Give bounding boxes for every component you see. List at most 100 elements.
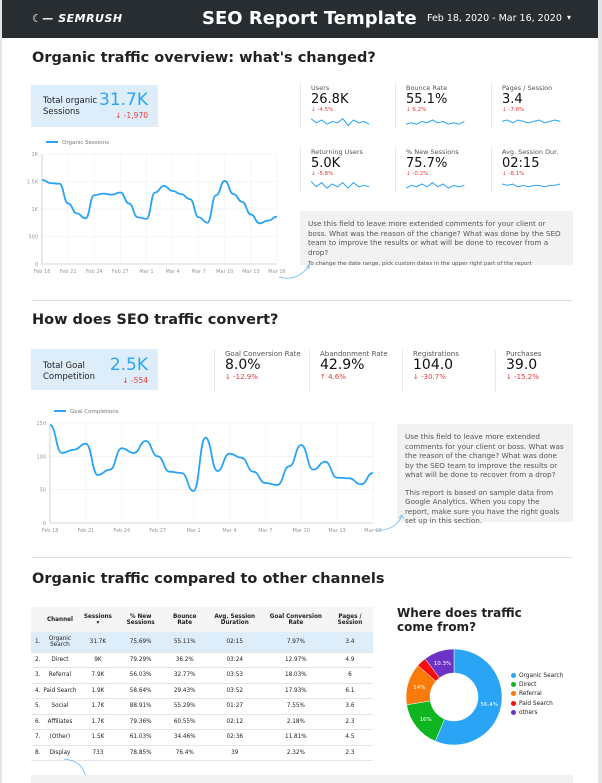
table-cell: 1.5K	[79, 729, 117, 746]
chevron-down-icon[interactable]: ▾	[567, 13, 572, 22]
x-tick-label: Mar 10	[293, 528, 310, 534]
legend-label: Organic Search	[519, 673, 564, 679]
table-cell: 02:15	[204, 632, 265, 653]
table-cell: 34.46%	[164, 729, 205, 746]
date-range-picker[interactable]: Feb 18, 2020 - Mar 16, 2020	[427, 13, 562, 24]
metric-value: 02:15	[502, 156, 540, 171]
table-cell: 7.9K	[79, 667, 117, 684]
table-cell: 1.7K	[79, 714, 117, 730]
table-cell: 7.55%	[264, 698, 327, 715]
legend-label: others	[519, 709, 538, 716]
comment-box[interactable]: Use this field to leave more extended co…	[397, 424, 573, 525]
table-cell: 39	[204, 745, 265, 761]
metric-card: Goal Conversion Rate 8.0% ↓ -12.9%	[214, 350, 306, 392]
sparkline-line	[311, 117, 370, 127]
table-cell: 8.	[31, 745, 41, 761]
chart-legend: Goal Completions	[54, 409, 119, 415]
arrow-icon	[278, 264, 310, 279]
table-row[interactable]: 4. Paid Search 1.9K 58.64% 29.43% 03:52 17.93%…	[31, 683, 373, 699]
sparkline-line	[502, 183, 561, 188]
column-header[interactable]: Goal Conversion Rate	[264, 607, 327, 632]
metric-label: Purchases	[506, 350, 542, 358]
x-tick-label: Feb 24	[113, 528, 130, 534]
table-cell: 11.81%	[264, 729, 327, 746]
sparkline	[311, 180, 370, 189]
table-cell: 79.36%	[116, 714, 165, 730]
column-header[interactable]: Avg. Session Duration	[204, 607, 265, 632]
table-cell: 76.4%	[164, 745, 205, 761]
metric-value: 42.9%	[320, 357, 365, 373]
metric-label: Returning Users	[311, 148, 363, 156]
table-cell: 1.	[31, 632, 41, 653]
column-header[interactable]	[31, 607, 41, 632]
table-cell: Paid Search	[40, 683, 80, 699]
x-tick-label: Mar 1	[186, 528, 200, 534]
table-cell: 17.93%	[264, 683, 327, 699]
series-line	[49, 424, 374, 492]
table-row[interactable]: 1. Organic Search 31.7K 75.69% 55.11% 02:15 7.…	[31, 632, 373, 653]
legend-item[interactable]: Direct	[511, 681, 563, 690]
x-tick-label: Mar 10	[216, 269, 233, 274]
column-header[interactable]: Bounce Rate	[164, 607, 205, 632]
table-cell: 2.3	[326, 714, 373, 730]
x-tick-label: Mar 16	[268, 269, 285, 274]
table-row[interactable]: 7. (Other) 1.5K 61.03% 34.46% 02:36 11.81% 4.5	[31, 729, 373, 746]
sparkline	[406, 181, 465, 189]
legend-dot-icon	[511, 700, 516, 706]
metric-change: ↓ -8.1%	[502, 171, 525, 177]
metric-change: ↓ -15.2%	[506, 373, 539, 381]
table-cell: Referral	[40, 667, 80, 684]
legend-item[interactable]: Organic Search	[511, 672, 563, 681]
table-cell: 03:52	[204, 683, 265, 699]
y-tick-label: 500	[28, 235, 38, 241]
traffic-source-donut: 56.4% 16% 14% 10.3%	[405, 648, 503, 746]
kpi-organic-sessions: Total organic Sessions 31.7K ↓ -1,970	[31, 85, 158, 127]
metric-change: ↓ -7.8%	[502, 107, 525, 113]
column-header[interactable]: Channel	[40, 607, 80, 632]
comment-text: Use this field to leave more extended co…	[308, 219, 561, 257]
column-header[interactable]: Sessions ▾	[79, 607, 117, 632]
x-tick-label: Mar 7	[258, 528, 272, 534]
table-cell: 3.4	[326, 632, 373, 653]
pie-slice-others	[424, 648, 455, 679]
column-header[interactable]: % New Sessions	[116, 607, 165, 632]
legend-item[interactable]: Paid Search	[511, 700, 563, 709]
comment-box[interactable]: Use this field to leave more extended co…	[300, 211, 573, 267]
table-cell: 61.03%	[116, 729, 165, 746]
kpi-value: 2.5K	[109, 355, 148, 375]
kpi-change: ↓ -554	[122, 376, 148, 385]
legend-item[interactable]: others	[511, 709, 563, 718]
y-tick-label: 50	[40, 488, 46, 494]
metric-card: Users 26.8K ↓ -4.5%	[300, 84, 395, 128]
metric-card: Bounce Rate 55.1% ↓ 6.2%	[395, 84, 490, 128]
comment-box[interactable]	[31, 775, 573, 783]
table-cell: 9K	[79, 652, 117, 668]
table-row[interactable]: 3. Referral 7.9K 56.03% 32.77% 03:53 18.03% 6	[31, 667, 373, 684]
metric-value: 39.0	[506, 357, 538, 373]
metric-value: 104.0	[413, 357, 454, 373]
table-row[interactable]: 5. Social 1.7K 88.91% 55.29% 01:27 7.55% 3.6	[31, 698, 373, 715]
y-tick-label: 0	[43, 521, 46, 527]
y-tick-label: 2K	[32, 152, 39, 158]
section-title-convert: How does SEO traffic convert?	[32, 312, 279, 328]
metric-card: Pages / Session 3.4 ↓ -7.8%	[491, 84, 586, 128]
table-cell: 55.11%	[164, 632, 205, 653]
kpi-label: Total Goal Competition	[43, 361, 96, 382]
table-cell: 88.91%	[116, 698, 165, 715]
pie-legend: Organic Search Direct Referral Paid Search o…	[511, 672, 563, 718]
y-tick-label: 1.5K	[27, 180, 39, 186]
metric-value: 75.7%	[406, 156, 448, 171]
table-cell: Display	[40, 745, 80, 761]
table-row[interactable]: 8. Display 733 78.85% 76.4% 39 2.32% 2.3	[31, 745, 373, 761]
column-header[interactable]: Pages / Session	[326, 607, 373, 632]
table-cell: Organic Search	[40, 632, 80, 653]
table-cell: 6	[326, 667, 373, 684]
pie-title: Where does traffic come from?	[397, 606, 522, 634]
comment-note: This report is based on sample data from…	[405, 487, 560, 526]
table-cell: 60.55%	[164, 714, 205, 730]
metric-change: ↓ 6.2%	[406, 107, 427, 113]
legend-item[interactable]: Referral	[511, 690, 563, 699]
y-tick-label: 150	[36, 421, 46, 427]
table-row[interactable]: 6. Affiliates 1.7K 79.36% 60.55% 02:12 2.18% 2.…	[31, 714, 373, 730]
table-row[interactable]: 2. Direct 9K 79.29% 36.2% 03:24 12.97% 4.9	[31, 652, 373, 668]
